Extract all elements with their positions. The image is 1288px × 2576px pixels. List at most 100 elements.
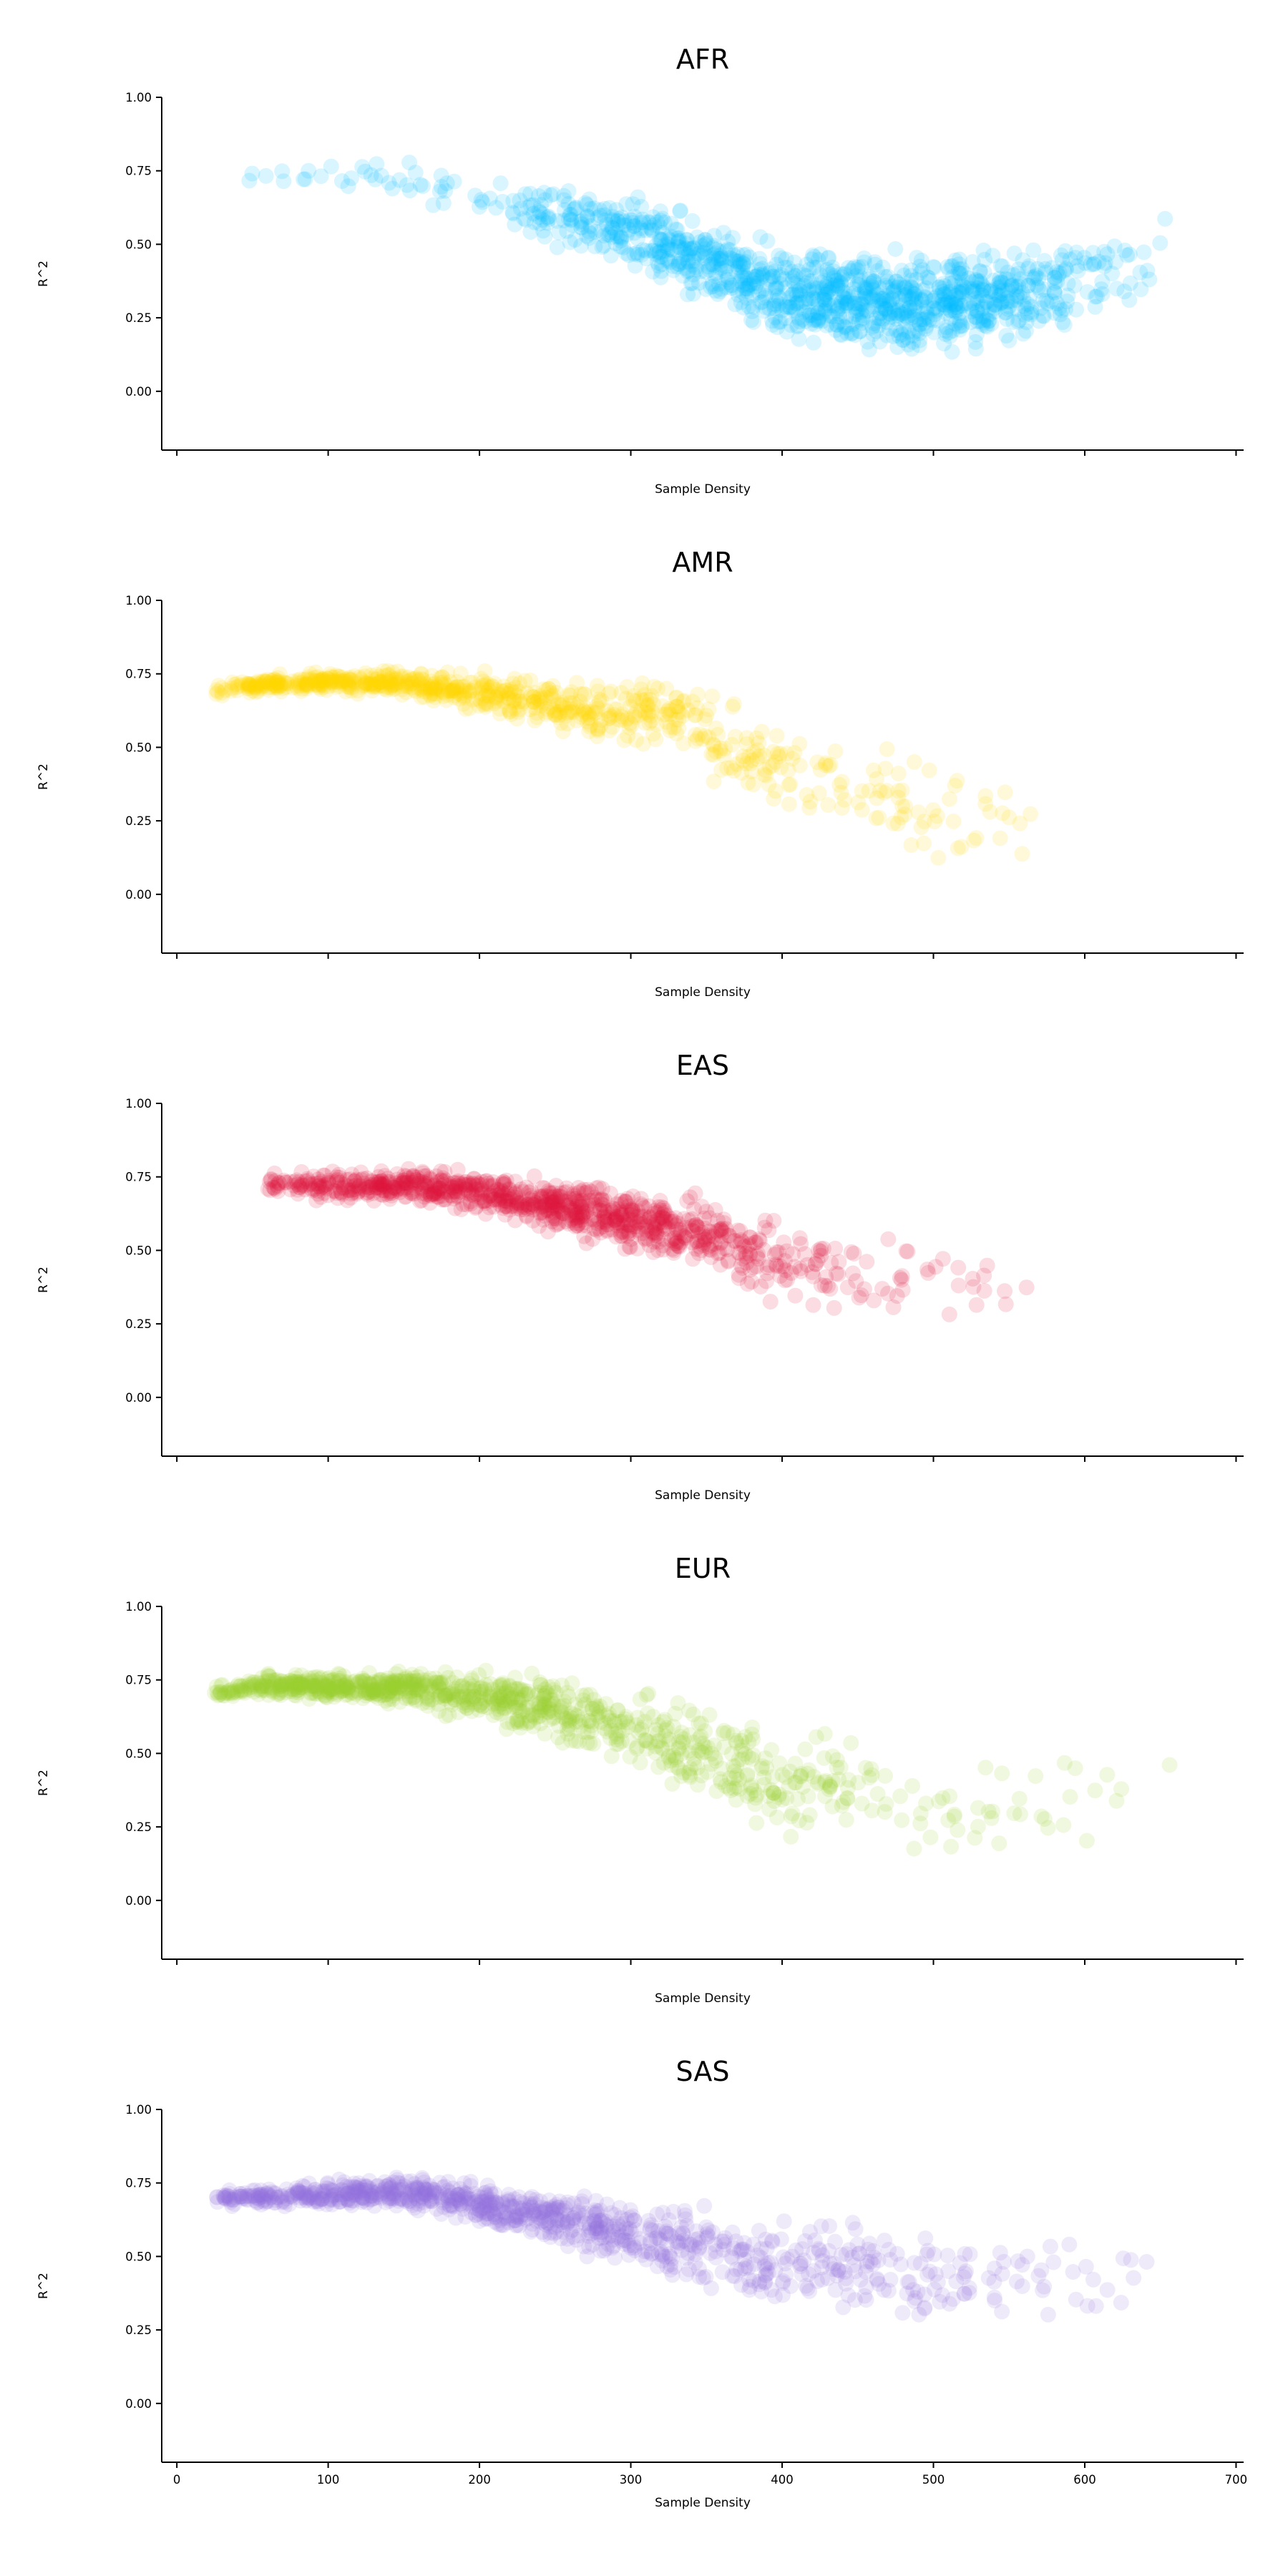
scatter-point bbox=[540, 208, 557, 225]
scatter-point bbox=[1099, 1767, 1116, 1783]
scatter-point bbox=[738, 756, 754, 771]
scatter-point bbox=[951, 318, 967, 335]
scatter-point bbox=[903, 272, 919, 288]
scatter-point bbox=[288, 678, 305, 694]
scatter-point bbox=[331, 671, 346, 688]
scatter-point bbox=[863, 275, 879, 292]
scatter-point bbox=[815, 1241, 831, 1257]
scatter-point bbox=[413, 666, 429, 683]
scatter-point bbox=[325, 674, 341, 691]
scatter-point bbox=[1062, 251, 1078, 268]
scatter-point bbox=[746, 744, 762, 761]
scatter-point bbox=[879, 268, 896, 285]
scatter-point bbox=[899, 1244, 916, 1260]
scatter-point bbox=[662, 254, 678, 270]
scatter-point bbox=[707, 268, 723, 284]
scatter-point bbox=[836, 265, 853, 282]
scatter-point bbox=[233, 677, 250, 693]
scatter-point bbox=[854, 259, 870, 275]
scatter-point bbox=[784, 751, 801, 767]
scatter-point bbox=[650, 1717, 667, 1733]
scatter-point bbox=[601, 707, 618, 723]
scatter-point bbox=[1005, 267, 1022, 283]
scatter-point bbox=[755, 268, 771, 284]
scatter-point bbox=[692, 726, 708, 743]
scatter-point bbox=[592, 202, 608, 218]
scatter-point bbox=[865, 274, 882, 291]
scatter-point bbox=[951, 256, 967, 273]
scatter-point bbox=[782, 776, 799, 793]
scatter-point bbox=[919, 299, 935, 316]
scatter-point bbox=[374, 677, 390, 693]
scatter-point bbox=[899, 2274, 916, 2290]
scatter-point bbox=[1023, 306, 1040, 323]
scatter-point bbox=[600, 686, 617, 702]
scatter-point bbox=[931, 279, 947, 296]
scatter-point bbox=[885, 284, 902, 301]
scatter-point bbox=[579, 228, 595, 244]
scatter-point bbox=[1014, 846, 1030, 862]
scatter-point bbox=[874, 313, 890, 329]
scatter-point bbox=[507, 216, 523, 233]
scatter-point bbox=[912, 311, 929, 328]
scatter-point bbox=[739, 1787, 756, 1804]
scatter-point bbox=[273, 683, 289, 700]
scatter-point bbox=[475, 673, 492, 690]
scatter-point bbox=[319, 670, 336, 687]
scatter-point bbox=[854, 315, 870, 331]
scatter-point bbox=[653, 263, 670, 279]
scatter-point bbox=[698, 235, 715, 251]
scatter-point bbox=[774, 267, 789, 283]
scatter-point bbox=[1000, 290, 1016, 306]
scatter-point bbox=[903, 279, 919, 296]
scatter-point bbox=[582, 225, 598, 242]
scatter-point bbox=[409, 680, 426, 696]
scatter-point bbox=[665, 1719, 682, 1735]
scatter-point bbox=[246, 678, 263, 695]
scatter-point bbox=[403, 671, 419, 687]
scatter-point bbox=[653, 269, 669, 286]
scatter-point bbox=[569, 712, 585, 728]
scatter-point bbox=[843, 326, 859, 342]
scatter-point bbox=[510, 1712, 527, 1728]
scatter-point bbox=[733, 294, 749, 311]
scatter-point bbox=[414, 683, 431, 699]
scatter-point bbox=[877, 300, 894, 316]
scatter-point bbox=[979, 1257, 995, 1274]
scatter-point bbox=[557, 202, 572, 218]
scatter-point bbox=[697, 240, 713, 257]
scatter-point bbox=[579, 210, 595, 226]
scatter-point bbox=[925, 293, 942, 309]
scatter-point bbox=[786, 275, 803, 292]
scatter-point bbox=[454, 678, 471, 695]
scatter-point bbox=[449, 680, 465, 696]
scatter-point bbox=[600, 226, 616, 243]
scatter-point bbox=[897, 280, 914, 296]
scatter-point bbox=[601, 722, 618, 738]
scatter-point bbox=[927, 306, 943, 323]
scatter-point bbox=[340, 178, 356, 195]
scatter-point bbox=[718, 279, 734, 296]
scatter-point bbox=[313, 168, 329, 185]
scatter-point bbox=[947, 297, 963, 313]
scatter-point bbox=[591, 691, 608, 708]
scatter-point bbox=[719, 241, 736, 258]
scatter-point bbox=[549, 239, 565, 255]
scatter-point bbox=[462, 674, 478, 691]
scatter-point bbox=[629, 703, 645, 719]
scatter-point bbox=[537, 706, 554, 722]
scatter-point bbox=[449, 674, 465, 690]
scatter-point bbox=[473, 192, 489, 208]
scatter-point bbox=[665, 1747, 682, 1764]
scatter-point bbox=[675, 268, 691, 284]
scatter-point bbox=[436, 685, 452, 701]
scatter-point bbox=[638, 250, 655, 267]
scatter-point bbox=[739, 261, 756, 278]
scatter-point bbox=[637, 705, 653, 721]
scatter-point bbox=[334, 675, 351, 692]
scatter-point bbox=[553, 715, 570, 731]
scatter-point bbox=[299, 678, 315, 695]
scatter-point bbox=[670, 1695, 686, 1711]
scatter-point bbox=[413, 665, 429, 682]
scatter-point bbox=[907, 283, 924, 299]
